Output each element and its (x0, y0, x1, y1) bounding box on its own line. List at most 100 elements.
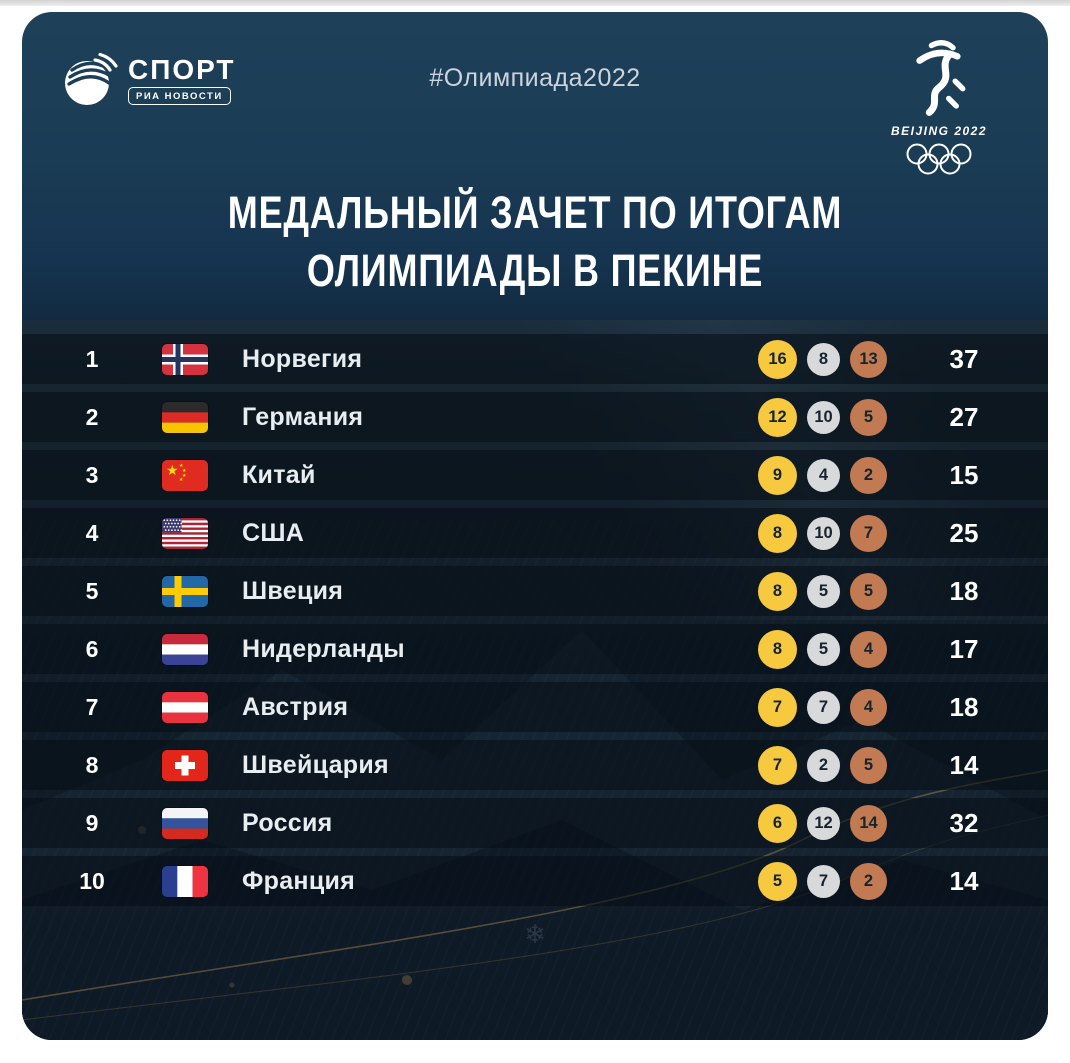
total-count: 18 (949, 575, 979, 606)
rank-cell: 5 (85, 577, 99, 604)
infographic-card: СПОРТ РИА НОВОСТИ #Олимпиада2022 BEIJING… (22, 12, 1048, 1040)
gold-medal-count: 16 (758, 339, 797, 379)
medal-counts: 7 7 4 (758, 687, 896, 727)
medal-counts: 5 7 2 (758, 861, 896, 901)
table-row: 6 Нидерланды 8 5 4 17 (22, 624, 1048, 674)
total-count: 18 (949, 691, 979, 722)
ria-globe-icon (65, 52, 118, 105)
gold-medal-count: 6 (758, 803, 797, 843)
silver-medal-count: 7 (807, 690, 840, 724)
ria-sport-logo: СПОРТ РИА НОВОСТИ (62, 50, 236, 108)
gold-medal-count: 7 (758, 745, 797, 785)
country-name: Франция (242, 866, 356, 895)
country-flag (162, 343, 208, 375)
table-row: 8 Швейцария 7 2 5 14 (22, 740, 1048, 790)
total-count: 14 (949, 865, 979, 896)
rank-cell: 3 (85, 461, 99, 488)
gold-medal-count: 7 (758, 687, 797, 727)
medal-counts: 9 4 2 (758, 455, 896, 495)
bronze-medal-count: 13 (850, 340, 887, 378)
rank-cell: 7 (85, 693, 99, 720)
silver-medal-count: 12 (807, 806, 840, 840)
medal-counts: 8 5 4 (758, 629, 896, 669)
title-line-1: МЕДАЛЬНЫЙ ЗАЧЕТ ПО ИТОГАМ (227, 187, 843, 238)
beijing-emblem-icon (916, 40, 966, 116)
country-name: США (242, 518, 305, 547)
silver-medal-count: 7 (807, 864, 840, 898)
bronze-medal-count: 2 (850, 862, 887, 900)
rank-cell: 1 (85, 345, 99, 372)
snowflake-icon: ❄ (524, 919, 546, 949)
country-name: Китай (242, 460, 316, 489)
rank-cell: 10 (79, 867, 105, 894)
country-flag (162, 633, 208, 665)
medal-counts: 6 12 14 (758, 803, 896, 843)
bronze-medal-count: 5 (850, 398, 887, 436)
total-count: 32 (949, 807, 979, 838)
silver-medal-count: 8 (807, 342, 840, 376)
gold-medal-count: 12 (758, 397, 797, 437)
rank-cell: 8 (85, 751, 99, 778)
bronze-medal-count: 7 (850, 514, 887, 552)
country-flag (162, 575, 208, 607)
country-name: Германия (242, 402, 364, 431)
silver-medal-count: 10 (807, 516, 840, 550)
table-row: 1 Норвегия 16 8 13 37 (22, 334, 1048, 384)
olympic-rings-icon (906, 143, 972, 175)
rank-cell: 9 (85, 809, 99, 836)
country-name: Австрия (242, 692, 349, 721)
ria-logo-text: СПОРТ РИА НОВОСТИ (128, 56, 236, 105)
beijing-2022-label: BEIJING 2022 (890, 124, 988, 138)
silver-medal-count: 2 (807, 748, 840, 782)
medal-counts: 7 2 5 (758, 745, 896, 785)
table-row: 3 ★ ★ ★ ★ ★ Китай 9 4 2 15 (22, 450, 1048, 500)
country-name: Нидерланды (242, 634, 405, 663)
page-top-border (0, 0, 1070, 6)
svg-text:★: ★ (179, 463, 184, 469)
country-flag (162, 865, 208, 897)
total-count: 27 (949, 401, 979, 432)
medal-counts: 8 10 7 (758, 513, 896, 553)
header: СПОРТ РИА НОВОСТИ #Олимпиада2022 BEIJING… (22, 12, 1048, 192)
country-flag (162, 691, 208, 723)
table-row: 9 Россия 6 12 14 32 (22, 798, 1048, 848)
bronze-medal-count: 14 (850, 804, 887, 842)
country-flag (162, 749, 208, 781)
rank-cell: 4 (85, 519, 99, 546)
total-count: 25 (949, 517, 979, 548)
gold-medal-count: 8 (758, 571, 797, 611)
medal-table-zone: 1 Норвегия 16 8 13 37 2 Германия 12 10 5… (22, 320, 1048, 1040)
bronze-medal-count: 5 (850, 572, 887, 610)
medal-table-body: 1 Норвегия 16 8 13 37 2 Германия 12 10 5… (22, 320, 1048, 906)
silver-medal-count: 5 (807, 574, 840, 608)
svg-text:★: ★ (182, 468, 187, 474)
country-flag (162, 401, 208, 433)
bronze-medal-count: 5 (850, 746, 887, 784)
beijing-2022-logo: BEIJING 2022 (874, 38, 1004, 178)
medal-counts: 16 8 13 (758, 339, 896, 379)
title-line-2: ОЛИМПИАДЫ В ПЕКИНЕ (306, 244, 764, 296)
medal-counts: 8 5 5 (758, 571, 896, 611)
table-row: 4 США 8 10 7 25 (22, 508, 1048, 558)
silver-medal-count: 5 (807, 632, 840, 666)
hashtag-label: #Олимпиада2022 (429, 64, 641, 92)
bronze-medal-count: 2 (850, 456, 887, 494)
page-title: МЕДАЛЬНЫЙ ЗАЧЕТ ПО ИТОГАМ ОЛИМПИАДЫ В ПЕ… (22, 184, 1048, 299)
country-flag (162, 517, 208, 549)
rank-cell: 6 (85, 635, 99, 662)
table-row: 10 Франция 5 7 2 14 (22, 856, 1048, 906)
country-name: Норвегия (242, 344, 363, 373)
rank-cell: 2 (85, 403, 99, 430)
total-count: 37 (949, 343, 979, 374)
bronze-medal-count: 4 (850, 688, 887, 726)
gold-medal-count: 9 (758, 455, 797, 495)
logo-title: СПОРТ (128, 54, 236, 85)
total-count: 15 (949, 459, 979, 490)
country-flag: ★ ★ ★ ★ ★ (162, 459, 208, 491)
country-name: Швейцария (242, 750, 389, 779)
gold-medal-count: 8 (758, 513, 797, 553)
gold-medal-count: 5 (758, 861, 797, 901)
svg-text:★: ★ (166, 462, 179, 478)
table-row: 2 Германия 12 10 5 27 (22, 392, 1048, 442)
logo-badge: РИА НОВОСТИ (128, 87, 231, 105)
